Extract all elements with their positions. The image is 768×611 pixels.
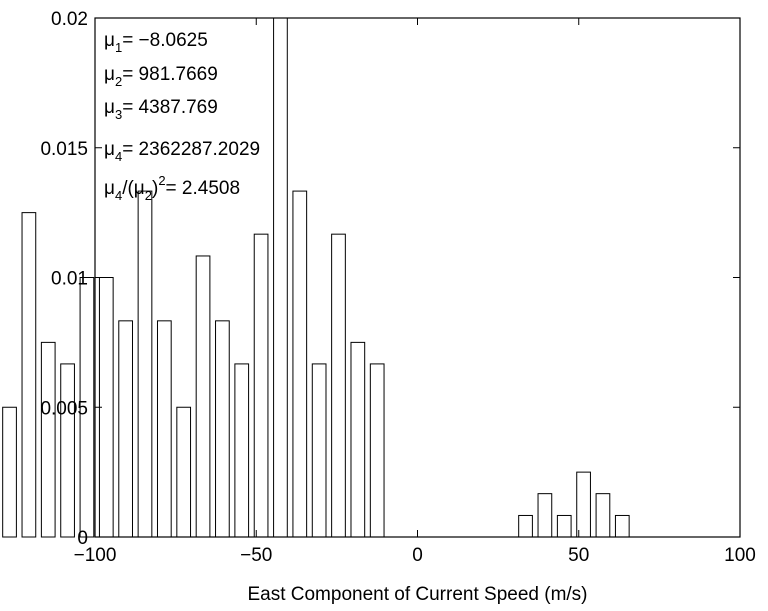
histogram-bar [2, 406, 17, 538]
y-tick-label: 0.01 [51, 269, 88, 290]
histogram-bar [234, 363, 250, 538]
moment-annotation: μ4= 2362287.2029 [104, 139, 260, 164]
histogram-bar [118, 320, 133, 538]
histogram-bar [79, 277, 95, 538]
histogram-bar [369, 363, 385, 538]
x-tick-label: −50 [240, 545, 272, 566]
histogram-bar [60, 363, 75, 538]
histogram-bars [2, 17, 630, 538]
histogram-bar [350, 341, 366, 538]
moment-annotations: μ1= −8.0625 μ2= 981.7669 μ3= 4387.769 μ4= 2… [104, 30, 260, 203]
histogram-bar [595, 493, 611, 538]
x-axis-label: East Component of Current Speed (m/s) [247, 584, 587, 605]
x-tick-label: −100 [74, 545, 117, 566]
y-tick-label: 0 [77, 528, 88, 549]
histogram-bar [518, 514, 533, 538]
histogram-bar [176, 406, 192, 538]
plot-area-frame [94, 17, 741, 538]
histogram-bar [215, 320, 230, 538]
histogram-bar [556, 514, 572, 538]
y-tick-label: 0.02 [51, 9, 88, 30]
histogram-bar [253, 233, 269, 538]
histogram-bar [137, 190, 153, 538]
histogram-bar [273, 17, 288, 538]
histogram-bar [331, 233, 346, 538]
y-tick-label: 0.015 [40, 139, 88, 160]
histogram-bar [195, 255, 211, 538]
histogram-bar [40, 341, 56, 538]
histogram-bar [21, 212, 37, 538]
moment-annotation: μ4/(μ2)2= 2.4508 [104, 173, 240, 203]
histogram-bar [156, 320, 172, 538]
x-tick-label: 50 [568, 545, 589, 566]
moment-annotation: μ3= 4387.769 [104, 97, 218, 122]
histogram-bar [311, 363, 327, 538]
moment-annotation: μ1= −8.0625 [104, 30, 208, 55]
histogram-bar [537, 493, 553, 538]
histogram-bar [292, 190, 308, 538]
histogram-bar [614, 514, 630, 538]
y-axis-ticks: 0 0.005 0.01 0.015 0.02 [40, 9, 740, 549]
x-tick-label: 100 [724, 545, 756, 566]
histogram-bar [576, 471, 591, 538]
x-tick-label: 0 [412, 545, 423, 566]
x-axis-ticks: −100 −50 0 50 100 [74, 18, 756, 566]
moment-annotation: μ2= 981.7669 [104, 64, 218, 89]
y-tick-label: 0.005 [40, 398, 88, 419]
